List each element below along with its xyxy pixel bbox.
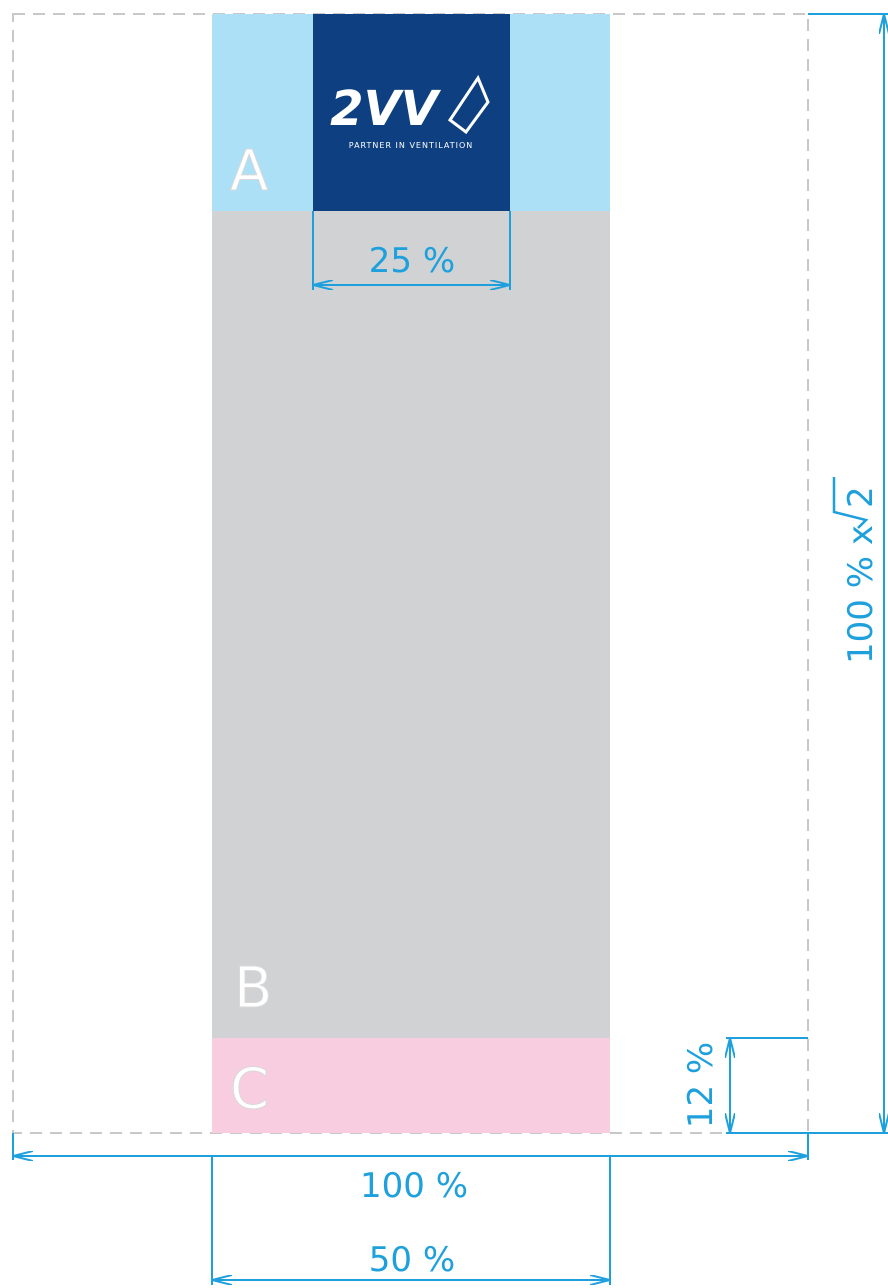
dimension-page-height <box>808 13 888 1134</box>
dimension-label: 2 <box>841 486 881 508</box>
dimension-label: 100 % x <box>841 525 881 664</box>
dimension-label-group: 100 % x 2 <box>832 477 881 664</box>
logo-tagline: PARTNER IN VENTILATION <box>349 141 473 150</box>
radical-sign <box>832 477 869 529</box>
dimension-footer-height <box>726 1037 808 1134</box>
dimension-label: 25 % <box>369 241 455 281</box>
dimension-page-width <box>12 1133 809 1160</box>
zone-label: C <box>230 1057 269 1122</box>
zone-label: A <box>230 139 268 204</box>
dimension-label: 100 % <box>360 1166 468 1206</box>
zone-c <box>212 1038 610 1133</box>
dimension-logo-width <box>312 211 511 290</box>
logo-mark: 2VV <box>330 81 442 137</box>
logo-block <box>313 14 510 211</box>
zone-b <box>212 211 610 1038</box>
dimension-label: 12 % <box>681 1042 721 1128</box>
logo-shape <box>447 74 490 135</box>
dimension-column-width <box>211 1155 611 1285</box>
dimension-label: 50 % <box>369 1240 455 1280</box>
zone-label: B <box>234 956 272 1021</box>
